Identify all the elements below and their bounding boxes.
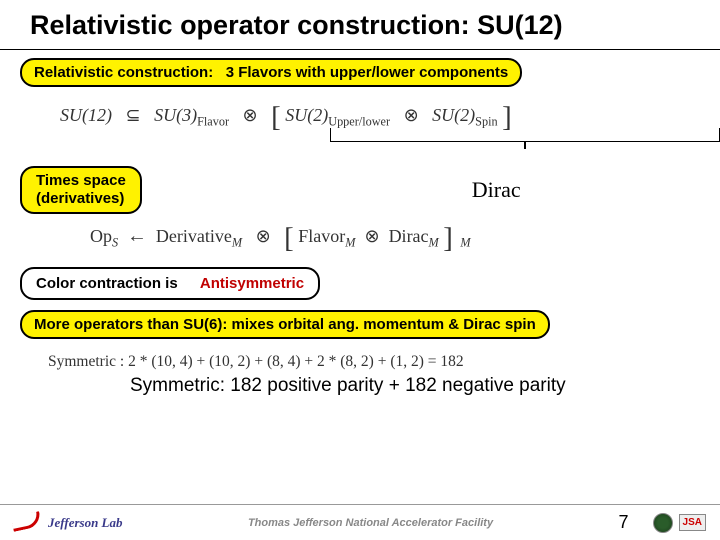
color-label: Color contraction is (36, 275, 178, 292)
symmetric-parity-text: Symmetric: 182 positive parity + 182 neg… (20, 371, 700, 397)
row-times-dirac: Times space (derivatives) Dirac (20, 166, 700, 214)
underbracket-row (20, 134, 700, 164)
jlab-logo: Jefferson Lab (14, 514, 123, 532)
tensor2: ⊗ (404, 105, 419, 125)
tensor1: ⊗ (243, 105, 258, 125)
su2-spin: SU(2) (432, 105, 475, 125)
row-more-ops: More operators than SU(6): mixes orbital… (20, 310, 700, 339)
jsa-logo: JSA (679, 514, 706, 531)
su2-upper: SU(2) (285, 105, 328, 125)
flavor-subscript: Flavor (197, 114, 229, 128)
op-sub-s: S (112, 235, 118, 249)
times-line2: (derivatives) (36, 190, 126, 208)
upper-subscript: Upper/lower (328, 114, 390, 128)
jlab-swoosh-icon (14, 514, 42, 532)
right-logos: JSA (653, 513, 706, 533)
page-number: 7 (619, 512, 629, 533)
flavor-m-sub: M (345, 235, 355, 249)
rbracket2-icon: ] (443, 222, 453, 254)
dirac-m-i: M (429, 235, 439, 249)
op: Op (90, 226, 112, 246)
construction-box: Relativistic construction: 3 Flavors wit… (20, 58, 522, 87)
outer-m-sub: M (457, 235, 470, 249)
content-area: Relativistic construction: 3 Flavors wit… (0, 50, 720, 397)
times-line1: Times space (36, 172, 126, 190)
color-contraction-box: Color contraction is Antisymmetric (20, 267, 320, 300)
dirac-label: Dirac (472, 177, 521, 203)
derivative: Derivative (156, 226, 232, 246)
underbracket-icon (330, 128, 720, 142)
formula-symmetric-count: Symmetric : 2 * (10, 4) + (10, 2) + (8, … (20, 349, 700, 371)
flavor-m-i: M (345, 235, 355, 249)
su12: SU(12) (60, 105, 112, 125)
dirac-m-sub: M (429, 235, 439, 249)
antisymmetric-label: Antisymmetric (200, 275, 304, 292)
more-operators-box: More operators than SU(6): mixes orbital… (20, 310, 550, 339)
spin-subscript: Spin (475, 114, 497, 128)
subset-symbol: ⊆ (126, 105, 141, 125)
left-arrow-icon: ← (127, 225, 147, 247)
op-sub: S (112, 235, 118, 249)
deriv-sub: M (232, 235, 242, 249)
tensor4: ⊗ (364, 226, 379, 246)
formula-operator: OpS ← DerivativeM ⊗ [ FlavorM ⊗ DiracM ]… (20, 220, 700, 263)
doe-logo-icon (653, 513, 673, 533)
outer-m-i: M (460, 235, 470, 249)
jlab-text: Jefferson Lab (48, 515, 123, 531)
su3-flavor: SU(3) (154, 105, 197, 125)
lbracket-icon: [ (271, 101, 281, 133)
dirac-m: Dirac (389, 226, 429, 246)
row-construction: Relativistic construction: 3 Flavors wit… (20, 58, 700, 87)
times-space-box: Times space (derivatives) (20, 166, 142, 214)
deriv-m: M (232, 235, 242, 249)
slide-title: Relativistic operator construction: SU(1… (0, 0, 720, 50)
lbracket2-icon: [ (284, 222, 294, 254)
footer-bar: Jefferson Lab Thomas Jefferson National … (0, 504, 720, 540)
flavor-m: Flavor (298, 226, 345, 246)
footer-facility-name: Thomas Jefferson National Accelerator Fa… (123, 517, 619, 529)
tensor3: ⊗ (256, 226, 271, 246)
row-color: Color contraction is Antisymmetric (20, 267, 700, 300)
